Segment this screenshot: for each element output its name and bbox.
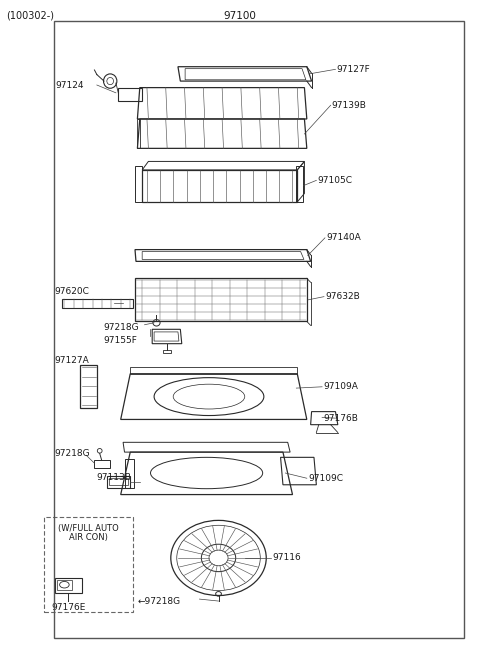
Text: 97176E: 97176E [51,603,85,612]
Text: 97113B: 97113B [97,473,132,482]
Text: 97100: 97100 [224,10,256,21]
Text: ←97218G: ←97218G [137,596,180,605]
Text: 97140A: 97140A [326,234,360,242]
Text: 97620C: 97620C [55,287,90,296]
Text: 97176B: 97176B [323,414,358,422]
Text: 97127A: 97127A [55,356,90,365]
Text: 97218G: 97218G [103,323,139,333]
Text: 97139B: 97139B [332,101,367,110]
Text: (100302-): (100302-) [6,10,54,21]
Text: 97124: 97124 [55,81,84,89]
Text: 97632B: 97632B [325,292,360,301]
Text: 97109C: 97109C [308,474,343,483]
Text: 97109A: 97109A [323,382,358,391]
Bar [44,518,132,612]
Text: 97127F: 97127F [336,65,370,74]
Text: 97105C: 97105C [318,176,353,185]
Bar [54,21,464,638]
Text: 97155F: 97155F [103,336,137,345]
Text: AIR CON): AIR CON) [69,533,108,542]
Text: (W/FULL AUTO: (W/FULL AUTO [58,524,119,533]
Text: 97218G: 97218G [55,449,90,458]
Text: 97116: 97116 [273,554,301,562]
